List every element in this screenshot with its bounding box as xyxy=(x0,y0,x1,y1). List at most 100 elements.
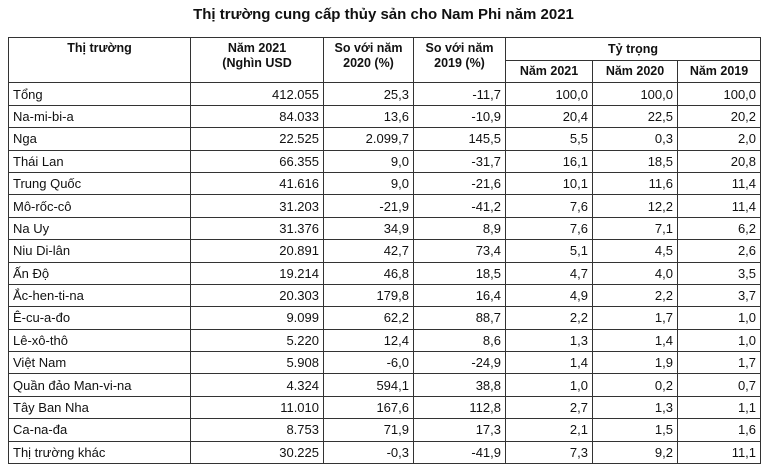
value-cell: 71,9 xyxy=(323,418,414,442)
table-row: Thị trường khác 30.225 -0,3 -41,9 7,3 9,2 11,1 xyxy=(8,440,762,465)
value-cell: 34,9 xyxy=(323,216,414,241)
value-cell: -10,9 xyxy=(413,104,506,129)
value-cell: 5,5 xyxy=(505,127,593,151)
value-cell: 1,7 xyxy=(592,306,678,330)
value-cell: 1,3 xyxy=(592,395,678,420)
value-cell: 31.203 xyxy=(190,194,324,218)
value-cell: 7,6 xyxy=(505,216,593,241)
value-cell: 4,7 xyxy=(505,261,593,285)
value-cell: 19.214 xyxy=(190,261,324,285)
value-cell: 8,9 xyxy=(413,216,506,241)
value-cell: 18,5 xyxy=(592,149,678,173)
value-cell: 412.055 xyxy=(190,82,324,106)
value-cell: -11,7 xyxy=(413,82,506,106)
table-row: Ê-cu-a-đo 9.099 62,2 88,7 2,2 1,7 1,0 xyxy=(8,306,762,330)
market-cell: Ắc-hen-ti-na xyxy=(8,283,191,308)
value-cell: 0,2 xyxy=(592,373,678,397)
value-cell: 5.908 xyxy=(190,351,324,375)
value-cell: 1,4 xyxy=(592,328,678,353)
value-cell: 7,1 xyxy=(592,216,678,241)
value-cell: 1,0 xyxy=(676,306,762,330)
table-row: Việt Nam 5.908 -6,0 -24,9 1,4 1,9 1,7 xyxy=(8,351,762,375)
market-cell: Trung Quốc xyxy=(8,171,191,196)
market-cell: Ê-cu-a-đo xyxy=(8,306,191,330)
value-cell: 16,1 xyxy=(505,149,593,173)
value-cell: 2,6 xyxy=(676,239,762,263)
value-cell: 179,8 xyxy=(323,283,414,308)
value-cell: 88,7 xyxy=(413,306,506,330)
value-cell: 7,6 xyxy=(505,194,593,218)
table-row: Tổng 412.055 25,3 -11,7 100,0 100,0 100,0 xyxy=(8,82,762,106)
value-cell: 167,6 xyxy=(323,395,414,420)
market-cell: Nga xyxy=(8,127,191,151)
value-cell: 17,3 xyxy=(413,418,506,442)
value-cell: 20.303 xyxy=(190,283,324,308)
value-cell: 11,1 xyxy=(676,440,762,465)
value-cell: 1,4 xyxy=(505,351,593,375)
value-cell: 38,8 xyxy=(413,373,506,397)
value-cell: 2,2 xyxy=(592,283,678,308)
value-cell: 1,0 xyxy=(505,373,593,397)
value-cell: 30.225 xyxy=(190,440,324,465)
value-cell: 7,3 xyxy=(505,440,593,465)
value-cell: 5,1 xyxy=(505,239,593,263)
data-table: Thị trường Năm 2021 (Nghìn USD So với nă… xyxy=(8,36,762,465)
value-cell: 3,5 xyxy=(676,261,762,285)
value-cell: 1,9 xyxy=(592,351,678,375)
table-row: Tây Ban Nha 11.010 167,6 112,8 2,7 1,3 1,1 xyxy=(8,395,762,420)
market-cell: Mô-rốc-cô xyxy=(8,194,191,218)
value-cell: 100,0 xyxy=(676,82,762,106)
table-row: Lê-xô-thô 5.220 12,4 8,6 1,3 1,4 1,0 xyxy=(8,328,762,353)
value-cell: 25,3 xyxy=(323,82,414,106)
table-row: Na Uy 31.376 34,9 8,9 7,6 7,1 6,2 xyxy=(8,216,762,241)
value-cell: 41.616 xyxy=(190,171,324,196)
value-cell: 31.376 xyxy=(190,216,324,241)
value-cell: -41,9 xyxy=(413,440,506,465)
value-cell: 12,2 xyxy=(592,194,678,218)
header-cell: So với năm 2020 (%) xyxy=(323,36,414,84)
market-cell: Tổng xyxy=(8,82,191,106)
value-cell: 66.355 xyxy=(190,149,324,173)
table-row: Thái Lan 66.355 9,0 -31,7 16,1 18,5 20,8 xyxy=(8,149,762,173)
market-cell: Tây Ban Nha xyxy=(8,395,191,420)
value-cell: -21,6 xyxy=(413,171,506,196)
header-cell: Tỷ trọng xyxy=(504,37,762,61)
value-cell: 22,5 xyxy=(592,104,678,129)
value-cell: 594,1 xyxy=(323,373,414,397)
market-cell: Quần đảo Man-vi-na xyxy=(8,373,191,397)
value-cell: 2,1 xyxy=(505,418,593,442)
table-row: Trung Quốc 41.616 9,0 -21,6 10,1 11,6 11,4 xyxy=(8,171,762,196)
value-cell: 1,6 xyxy=(676,418,762,442)
value-cell: 3,7 xyxy=(676,283,762,308)
value-cell: 20,4 xyxy=(505,104,593,129)
value-cell: -24,9 xyxy=(413,351,506,375)
table-row: Quần đảo Man-vi-na 4.324 594,1 38,8 1,0 0,2 0,… xyxy=(8,373,762,397)
value-cell: 4,0 xyxy=(592,261,678,285)
value-cell: 20,2 xyxy=(676,104,762,129)
value-cell: -31,7 xyxy=(413,149,506,173)
market-cell: Ca-na-đa xyxy=(8,418,191,442)
table-row: Na-mi-bi-a 84.033 13,6 -10,9 20,4 22,5 20,2 xyxy=(8,104,762,129)
value-cell: 1,3 xyxy=(505,328,593,353)
value-cell: 4.324 xyxy=(190,373,324,397)
table-row: Ca-na-đa 8.753 71,9 17,3 2,1 1,5 1,6 xyxy=(8,418,762,442)
value-cell: 9,2 xyxy=(592,440,678,465)
title: Thị trường cung cấp thủy sản cho Nam Phi… xyxy=(193,6,574,23)
value-cell: 6,2 xyxy=(676,216,762,241)
value-cell: 9.099 xyxy=(190,306,324,330)
value-cell: 9,0 xyxy=(323,171,414,196)
value-cell: 1,1 xyxy=(676,395,762,420)
value-cell: 145,5 xyxy=(413,127,506,151)
header-cell: Năm 2021 xyxy=(505,59,593,84)
value-cell: 2,7 xyxy=(505,395,593,420)
market-cell: Thái Lan xyxy=(8,149,191,173)
value-cell: 8,6 xyxy=(413,328,506,353)
value-cell: 4,5 xyxy=(592,239,678,263)
value-cell: 12,4 xyxy=(323,328,414,353)
value-cell: -6,0 xyxy=(323,351,414,375)
value-cell: 22.525 xyxy=(190,127,324,151)
table-row: Mô-rốc-cô 31.203 -21,9 -41,2 7,6 12,2 11,4 xyxy=(8,194,762,218)
table-row: Ấn Độ 19.214 46,8 18,5 4,7 4,0 3,5 xyxy=(8,261,762,285)
value-cell: -0,3 xyxy=(323,440,414,465)
value-cell: 1,7 xyxy=(676,351,762,375)
